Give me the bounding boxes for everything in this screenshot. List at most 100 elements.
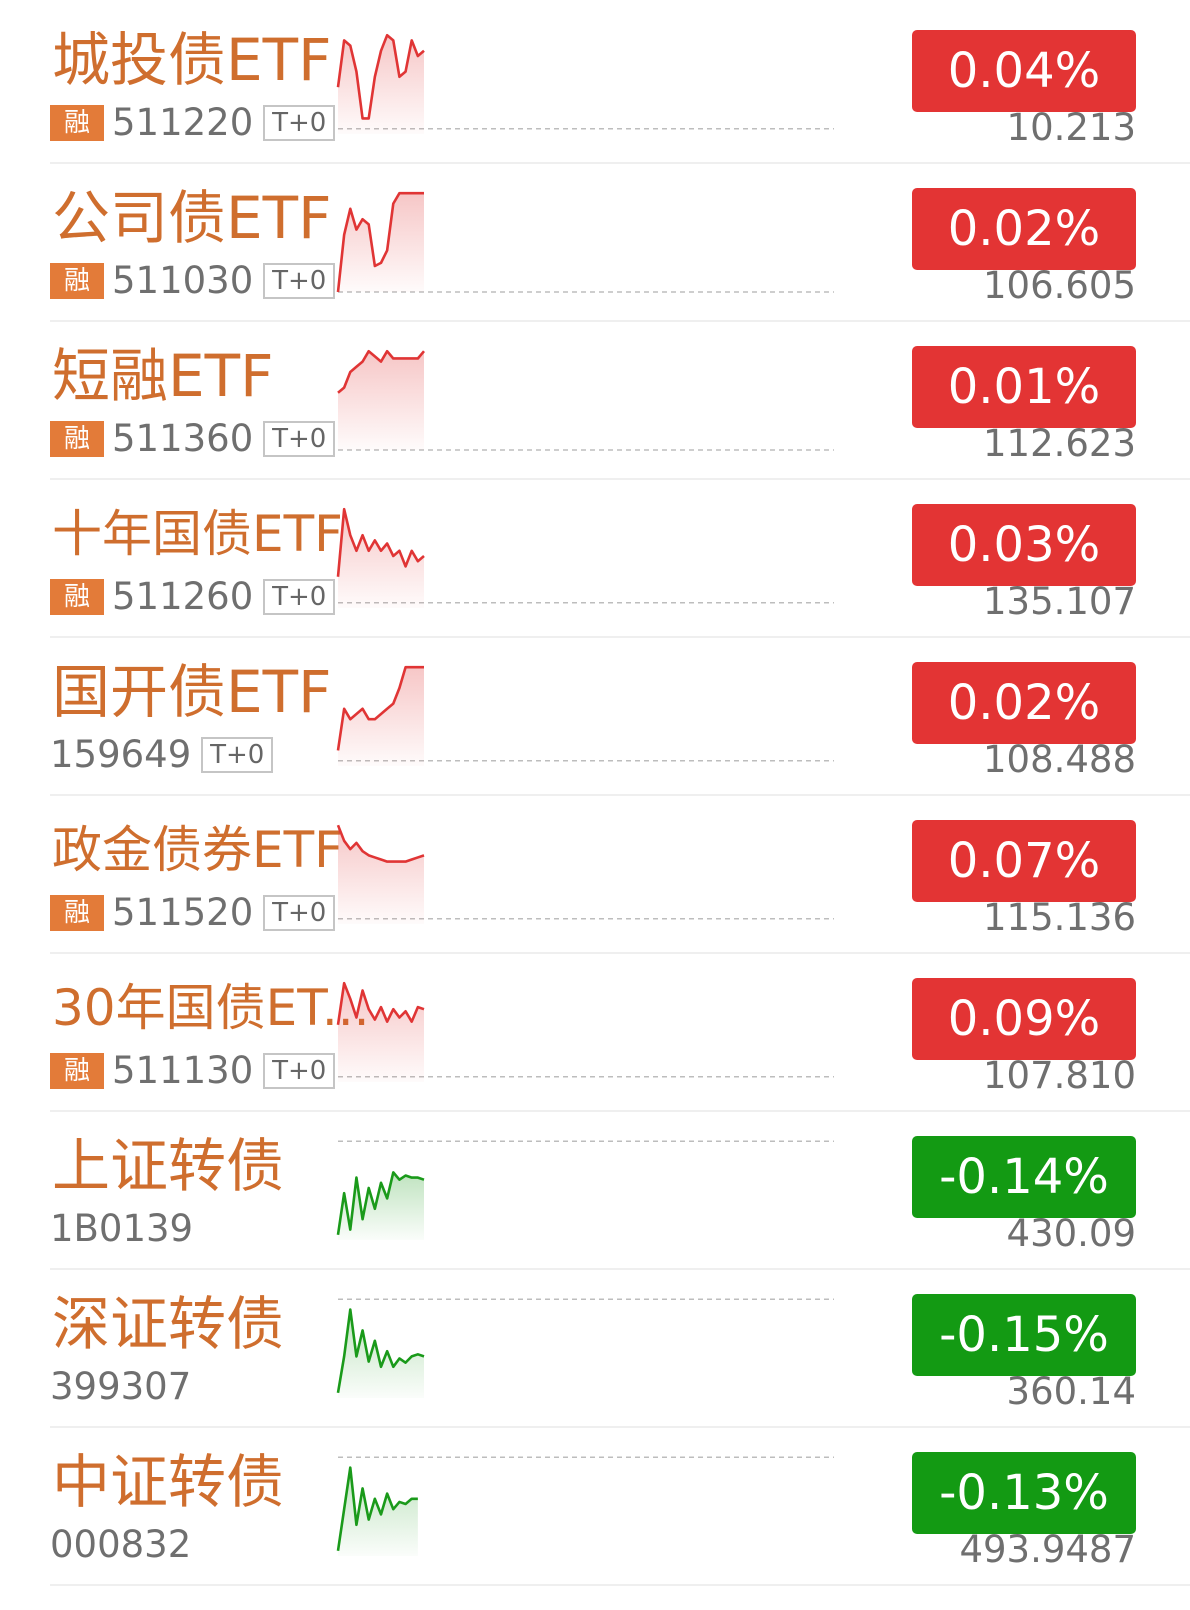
security-meta: 融 511220 T+0 — [50, 102, 336, 144]
sparkline-area — [338, 1467, 418, 1556]
security-code: 511520 — [112, 891, 254, 934]
quote-row-000832[interactable]: 中证转债 000832 -0.13% 493.9487 — [0, 1428, 1190, 1586]
row-divider — [50, 952, 1190, 954]
change-percent-badge[interactable]: 0.02% — [912, 662, 1136, 744]
sparkline-area — [338, 35, 424, 135]
last-price: 112.623 — [982, 422, 1136, 465]
row-divider — [50, 1426, 1190, 1428]
row-divider — [50, 1110, 1190, 1112]
sparkline-line — [337, 349, 425, 394]
quote-row-511520[interactable]: 政金债券ETF 融 511520 T+0 0.07% 115.136 — [0, 796, 1190, 954]
quote-row-511130[interactable]: 30年国债ET... 融 511130 T+0 0.09% 107.810 — [0, 954, 1190, 1112]
intraday-sparkline — [337, 349, 834, 451]
t0-tag: T+0 — [263, 421, 336, 457]
change-percent-badge[interactable]: 0.03% — [912, 504, 1136, 586]
sparkline-line — [336, 1466, 418, 1551]
quote-row-511220[interactable]: 城投债ETF 融 511220 T+0 0.04% 10.213 — [0, 6, 1190, 164]
sparkline-line — [336, 191, 424, 293]
intraday-sparkline — [336, 665, 834, 766]
change-percent-badge[interactable]: 0.09% — [912, 978, 1136, 1060]
intraday-sparkline — [336, 1456, 834, 1556]
sparkline-area — [338, 193, 424, 292]
security-code: 159649 — [50, 733, 192, 776]
sparkline-area — [338, 351, 424, 450]
last-price: 115.136 — [982, 896, 1136, 939]
sparkline-line — [336, 33, 425, 120]
intraday-sparkline — [336, 824, 834, 924]
security-meta: 399307 — [50, 1366, 201, 1408]
margin-trading-badge: 融 — [50, 105, 104, 141]
row-divider — [50, 162, 1190, 164]
security-code: 1B0139 — [50, 1207, 194, 1250]
security-meta: 融 511130 T+0 — [50, 1049, 336, 1092]
quote-row-399307[interactable]: 深证转债 399307 -0.15% 360.14 — [0, 1270, 1190, 1428]
sparkline-line — [336, 507, 425, 577]
change-percent-badge[interactable]: 0.02% — [912, 188, 1136, 270]
security-name: 国开债ETF — [52, 658, 332, 726]
security-name: 中证转债 — [52, 1448, 285, 1516]
sparkline-area — [338, 825, 424, 924]
security-meta: 1B0139 — [50, 1208, 203, 1250]
sparkline-area — [338, 509, 424, 608]
sparkline-area — [338, 667, 424, 766]
change-percent-badge[interactable]: -0.14% — [912, 1136, 1136, 1218]
change-percent-badge[interactable]: 0.07% — [912, 820, 1136, 902]
t0-tag: T+0 — [263, 263, 336, 299]
change-percent-badge[interactable]: -0.15% — [912, 1294, 1136, 1376]
margin-trading-badge: 融 — [50, 1053, 104, 1089]
sparkline-line — [336, 824, 425, 863]
sparkline-area — [338, 1172, 424, 1240]
intraday-sparkline — [336, 507, 834, 608]
t0-tag: T+0 — [263, 579, 336, 615]
security-name: 十年国债ETF — [52, 505, 343, 563]
change-percent-badge[interactable]: 0.04% — [912, 30, 1136, 112]
sparkline-line — [336, 1171, 425, 1235]
security-meta: 融 511520 T+0 — [50, 891, 336, 934]
security-name: 公司债ETF — [52, 184, 332, 252]
t0-tag: T+0 — [263, 895, 336, 931]
change-percent-badge[interactable]: -0.13% — [912, 1452, 1136, 1534]
etf-quote-list: 城投债ETF 融 511220 T+0 0.04% 10.213 公司债ETF … — [0, 6, 1190, 1586]
row-divider — [50, 1268, 1190, 1270]
last-price: 493.9487 — [959, 1528, 1136, 1571]
t0-tag: T+0 — [201, 737, 274, 773]
margin-trading-badge: 融 — [50, 579, 104, 615]
row-divider — [50, 478, 1190, 480]
t0-tag: T+0 — [263, 1053, 336, 1089]
quote-row-511260[interactable]: 十年国债ETF 融 511260 T+0 0.03% 135.107 — [0, 480, 1190, 638]
last-price: 106.605 — [982, 264, 1136, 307]
last-price: 360.14 — [1006, 1370, 1136, 1413]
row-divider — [50, 320, 1190, 322]
margin-trading-badge: 融 — [50, 421, 104, 457]
security-meta: 融 511030 T+0 — [50, 259, 336, 302]
last-price: 108.488 — [982, 738, 1136, 781]
security-name: 30年国债ET... — [52, 979, 370, 1037]
security-code: 399307 — [50, 1365, 192, 1408]
security-code: 511130 — [112, 1049, 254, 1092]
quote-row-511030[interactable]: 公司债ETF 融 511030 T+0 0.02% 106.605 — [0, 164, 1190, 322]
security-name: 城投债ETF — [52, 26, 332, 94]
t0-tag: T+0 — [263, 105, 336, 141]
security-meta: 融 511260 T+0 — [50, 575, 336, 618]
margin-trading-badge: 融 — [50, 263, 104, 299]
security-code: 511260 — [112, 575, 254, 618]
change-percent-badge[interactable]: 0.01% — [912, 346, 1136, 428]
security-code: 511360 — [112, 417, 254, 460]
intraday-sparkline — [336, 33, 834, 135]
row-divider — [50, 1584, 1190, 1586]
security-name: 政金债券ETF — [52, 821, 343, 879]
security-code: 511030 — [112, 259, 254, 302]
security-name: 短融ETF — [52, 342, 274, 410]
quote-row-159649[interactable]: 国开债ETF 159649 T+0 0.02% 108.488 — [0, 638, 1190, 796]
sparkline-line — [336, 665, 424, 751]
sparkline-line — [336, 1308, 425, 1394]
security-meta: 000832 — [50, 1524, 201, 1566]
intraday-sparkline — [336, 1140, 834, 1240]
security-name: 深证转债 — [52, 1290, 285, 1358]
quote-row-511360[interactable]: 短融ETF 融 511360 T+0 0.01% 112.623 — [0, 322, 1190, 480]
security-meta: 融 511360 T+0 — [50, 417, 336, 460]
security-name: 上证转债 — [52, 1132, 285, 1200]
last-price: 135.107 — [982, 580, 1136, 623]
quote-row-1B0139[interactable]: 上证转债 1B0139 -0.14% 430.09 — [0, 1112, 1190, 1270]
intraday-sparkline — [336, 191, 834, 293]
